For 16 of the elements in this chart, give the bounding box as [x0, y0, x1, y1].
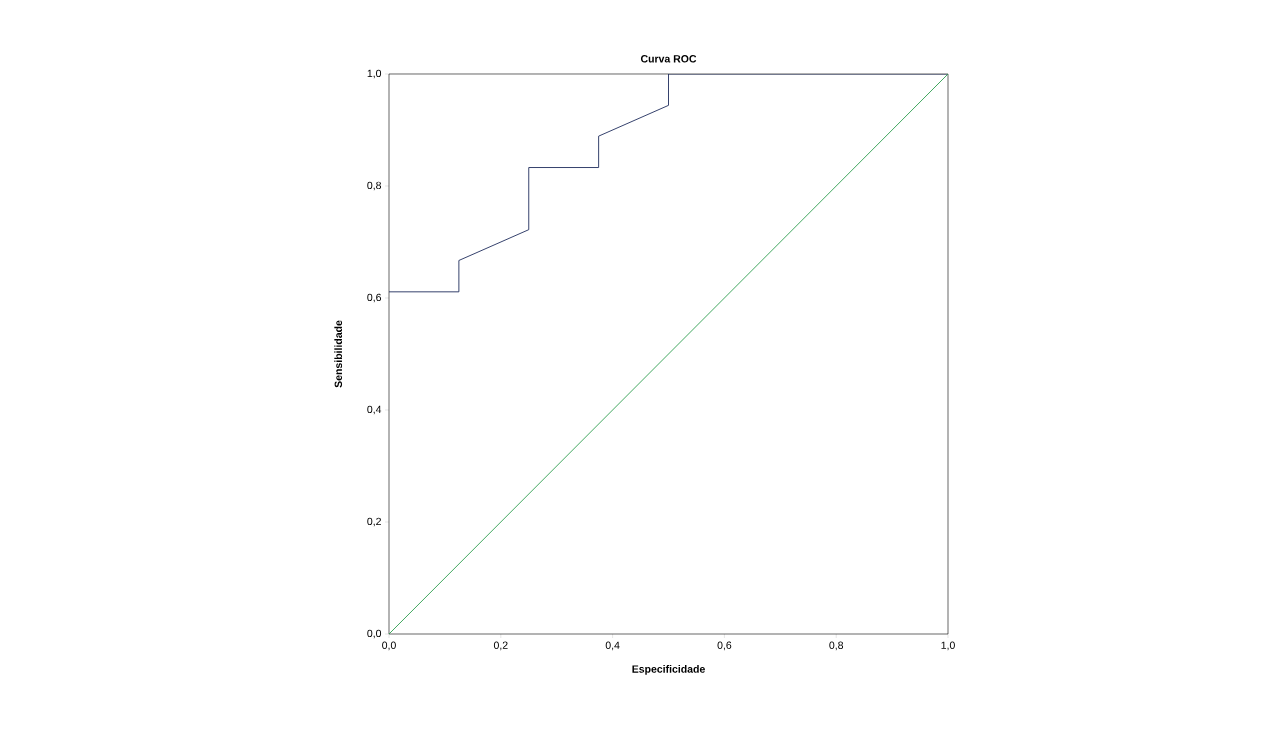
x-tick-label: 0,6 [717, 641, 732, 651]
x-tick-label: 1,0 [941, 641, 955, 651]
y-axis-title: Sensibilidade [334, 320, 343, 388]
y-tick-label: 1,0 [367, 69, 382, 79]
x-tick-label: 0,2 [493, 641, 508, 651]
x-tick-label: 0,8 [829, 641, 844, 651]
x-tick-label: 0,4 [605, 641, 620, 651]
y-tick-label: 0,6 [367, 293, 382, 303]
x-tick-label: 0,0 [382, 641, 396, 651]
y-tick-label: 0,4 [367, 405, 382, 415]
line-series [389, 73, 949, 293]
y-tick-label: 0,2 [367, 517, 381, 527]
y-tick-label: 0,0 [367, 629, 382, 639]
chart-title: Curva ROC [640, 55, 697, 63]
y-tick-label: 0,8 [367, 181, 382, 191]
x-axis-title: Especificidade [632, 665, 705, 675]
